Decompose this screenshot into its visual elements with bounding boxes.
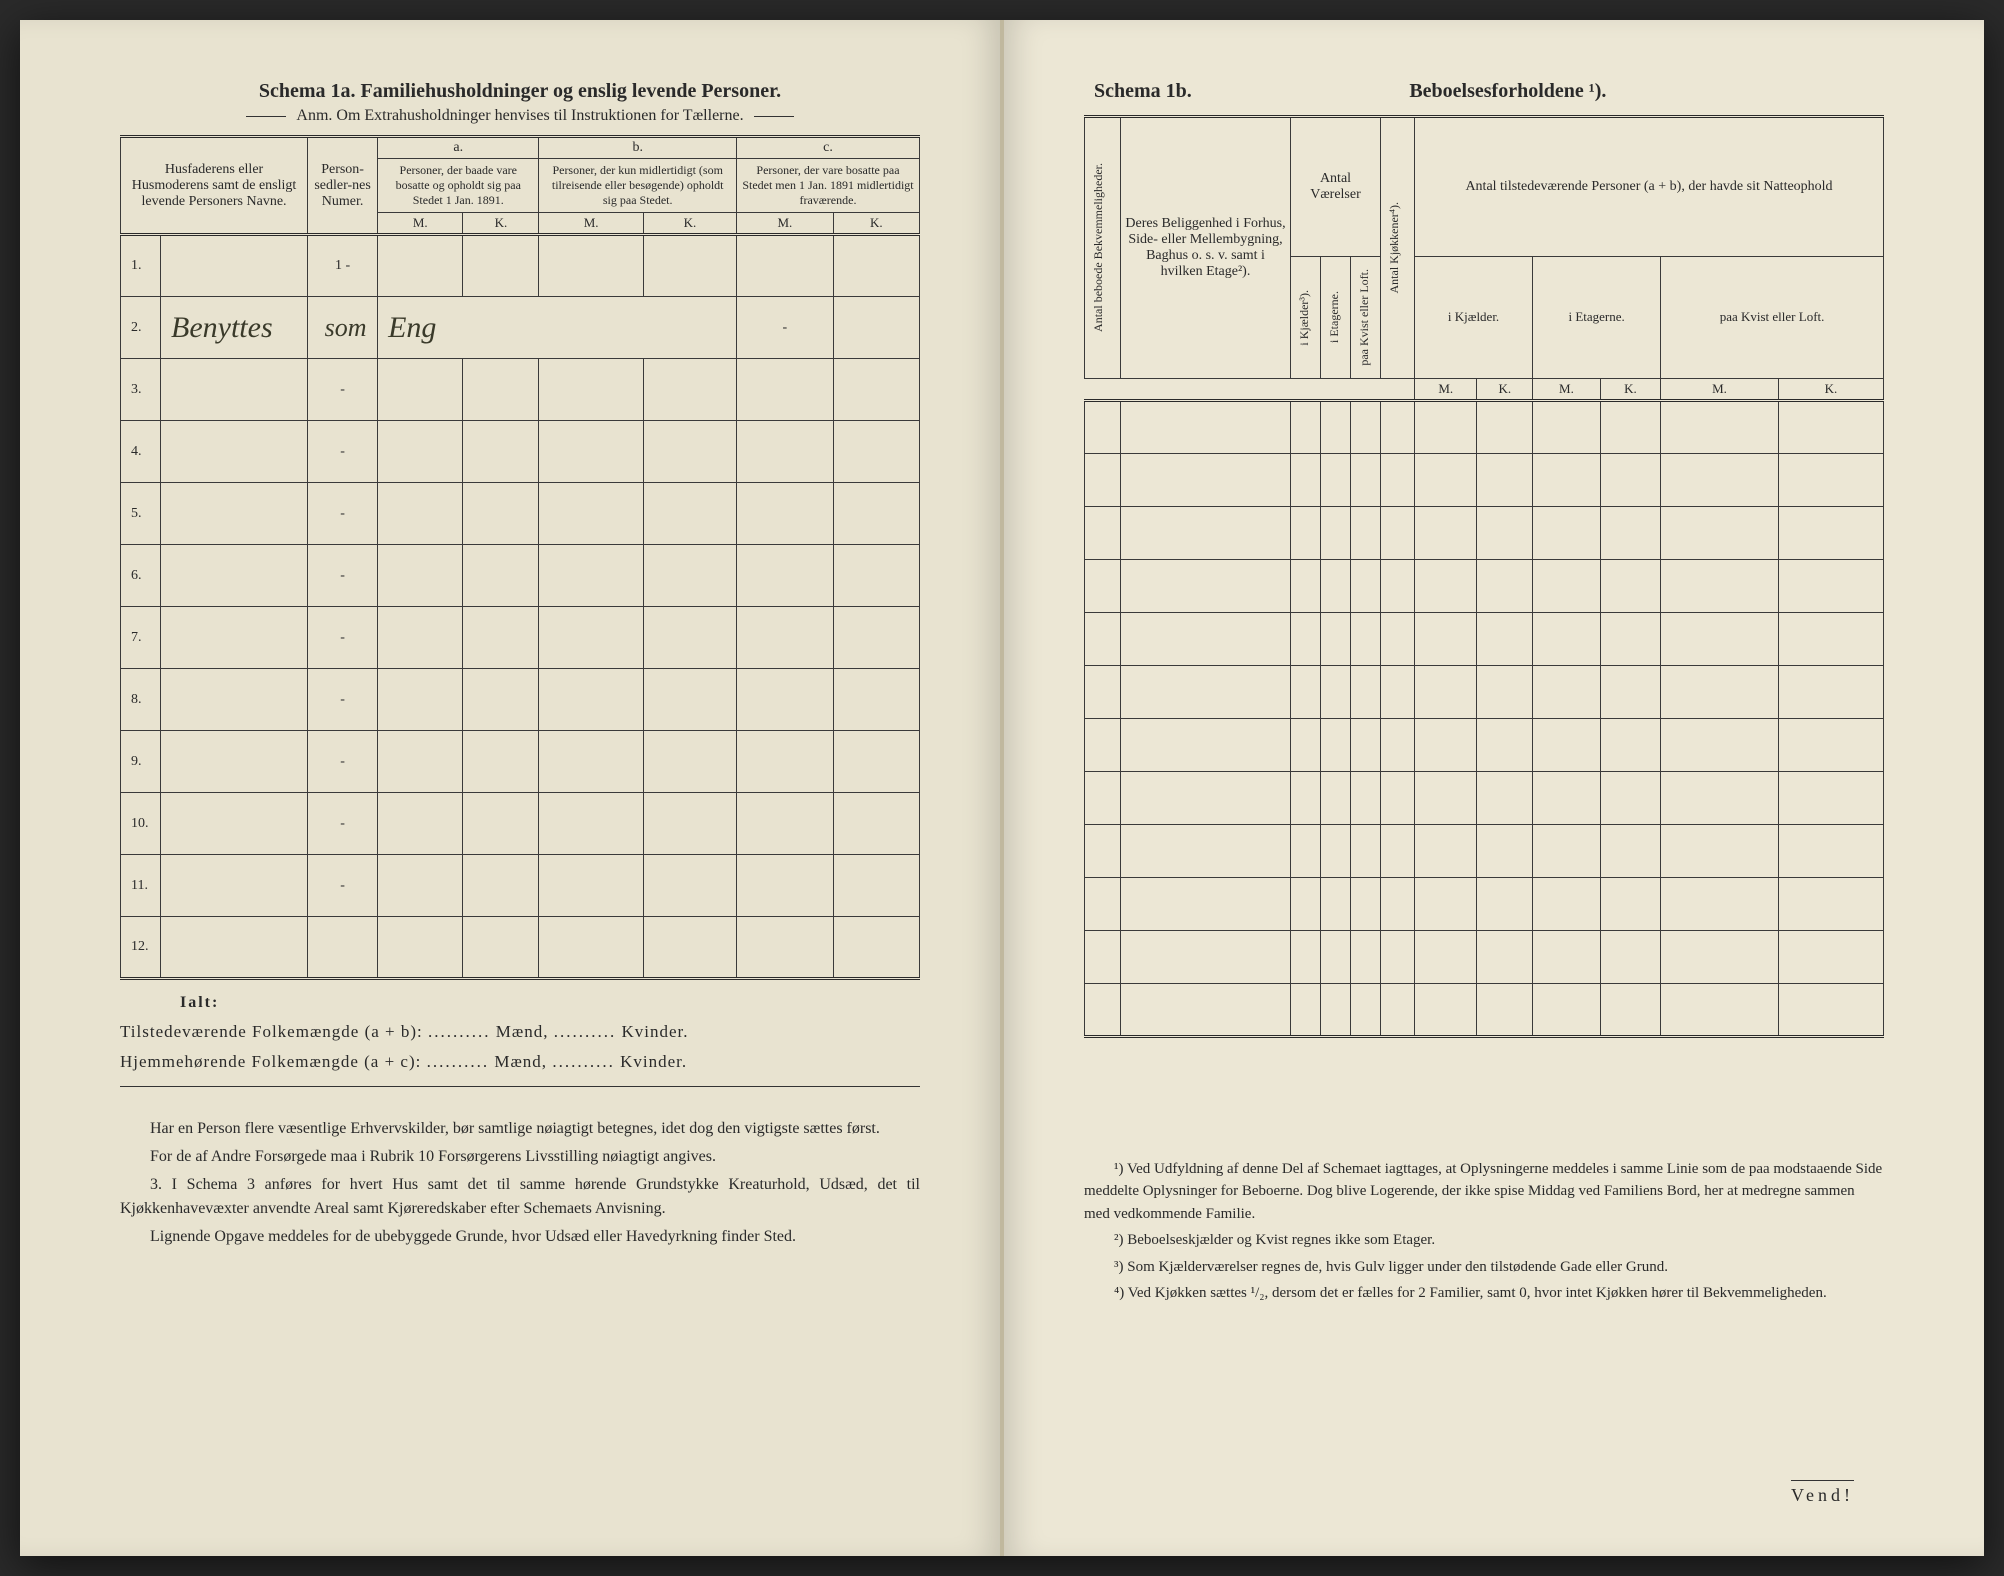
table-row [1085,930,1884,983]
col-b-label: b. [539,137,737,159]
document-spread: Schema 1a. Familiehusholdninger og ensli… [20,20,1984,1556]
table-row [1085,506,1884,559]
table-row: 4.- [121,421,920,483]
schema-1a-title: Schema 1a. Familiehusholdninger og ensli… [120,80,920,103]
col-vaer: Antal Værelser [1291,117,1381,257]
handwritten-rest: Eng [378,297,737,359]
col-bekv: Antal beboede Bekvemmeligheder. [1089,155,1108,340]
col-a-label: a. [378,137,539,159]
instructions-text: Har en Person flere væsentlige Erhvervsk… [120,1117,920,1249]
mk: M. [539,213,643,235]
col-p-kvist: paa Kvist eller Loft. [1661,257,1884,379]
table-row [1085,771,1884,824]
mk: K. [643,213,736,235]
col-kjok: Antal Kjøkkener⁴). [1385,194,1404,302]
summary-2: Hjemmehørende Folkemængde (a + c): Mænd,… [120,1052,920,1072]
col-c-desc: Personer, der vare bosatte paa Stedet me… [736,159,919,213]
footnote-2: ²) Beboelseskjælder og Kvist regnes ikke… [1084,1229,1884,1252]
col-belig: Deres Beliggenhed i Forhus, Side- eller … [1121,117,1291,379]
table-row: 8.- [121,669,920,731]
handwritten-name: Benyttes [161,297,308,359]
footnotes: ¹) Ved Udfyldning af denne Del af Schema… [1084,1158,1884,1305]
mk: K. [833,213,919,235]
table-row: 6.- [121,545,920,607]
table-row: 10.- [121,793,920,855]
table-row [1085,983,1884,1036]
table-row: 9.- [121,731,920,793]
col-v-etag: i Etagerne. [1325,283,1344,351]
table-row: 12. [121,917,920,979]
table-row [1085,877,1884,930]
col-b-desc: Personer, der kun midlertidigt (som tilr… [539,159,737,213]
mk: M. [378,213,463,235]
col-v-kvist: paa Kvist eller Loft. [1355,261,1374,374]
col-c-label: c. [736,137,919,159]
ialt-label: Ialt: [120,994,920,1012]
col-a-desc: Personer, der baade vare bosatte og opho… [378,159,539,213]
table-row: 2. Benyttes som Eng - [121,297,920,359]
col-p-etag: i Etagerne. [1533,257,1661,379]
table-row [1085,718,1884,771]
schema-1b-table: Antal beboede Bekvemmeligheder. Deres Be… [1084,115,1884,1038]
table-row [1085,400,1884,453]
schema-1a-body: 1.1 - 2. Benyttes som Eng - 3.- 4.- 5.- … [121,235,920,979]
schema-1a-subtitle: Anm. Om Extrahusholdninger henvises til … [120,107,920,125]
col-names: Husfaderens eller Husmoderens samt de en… [121,137,308,235]
table-row: 5.- [121,483,920,545]
schema-1b-heading: Schema 1b. Beboelsesforholdene ¹). [1084,80,1884,103]
table-row: 1.1 - [121,235,920,297]
summary-1: Tilstedeværende Folkemængde (a + b): Mæn… [120,1022,920,1042]
col-pers: Antal tilstedeværende Personer (a + b), … [1415,117,1884,257]
footnote-1: ¹) Ved Udfyldning af denne Del af Schema… [1084,1158,1884,1226]
footnote-4: ⁴) Ved Kjøkken sættes ¹/₂, dersom det er… [1084,1282,1884,1305]
table-row [1085,665,1884,718]
table-row [1085,453,1884,506]
col-person-num: Person-sedler-nes Numer. [308,137,378,235]
table-row [1085,559,1884,612]
table-row: 3.- [121,359,920,421]
footnote-3: ³) Som Kjælderværelser regnes de, hvis G… [1084,1256,1884,1279]
mk: M. [736,213,833,235]
col-p-kjael: i Kjælder. [1415,257,1533,379]
left-page: Schema 1a. Familiehusholdninger og ensli… [20,20,1004,1556]
mk: K. [463,213,539,235]
col-v-kjael: i Kjælder³). [1295,282,1314,354]
schema-1b-label: Schema 1b. [1094,80,1192,103]
right-page: Schema 1b. Beboelsesforholdene ¹). Antal… [1004,20,1984,1556]
handwritten-num: som [308,297,378,359]
table-row: 11.- [121,855,920,917]
schema-1b-body [1085,400,1884,1036]
table-row [1085,824,1884,877]
table-row: 7.- [121,607,920,669]
vend-label: Vend! [1791,1480,1854,1506]
schema-1a-table: Husfaderens eller Husmoderens samt de en… [120,135,920,980]
schema-1b-title: Beboelsesforholdene ¹). [1409,80,1606,103]
table-row [1085,612,1884,665]
